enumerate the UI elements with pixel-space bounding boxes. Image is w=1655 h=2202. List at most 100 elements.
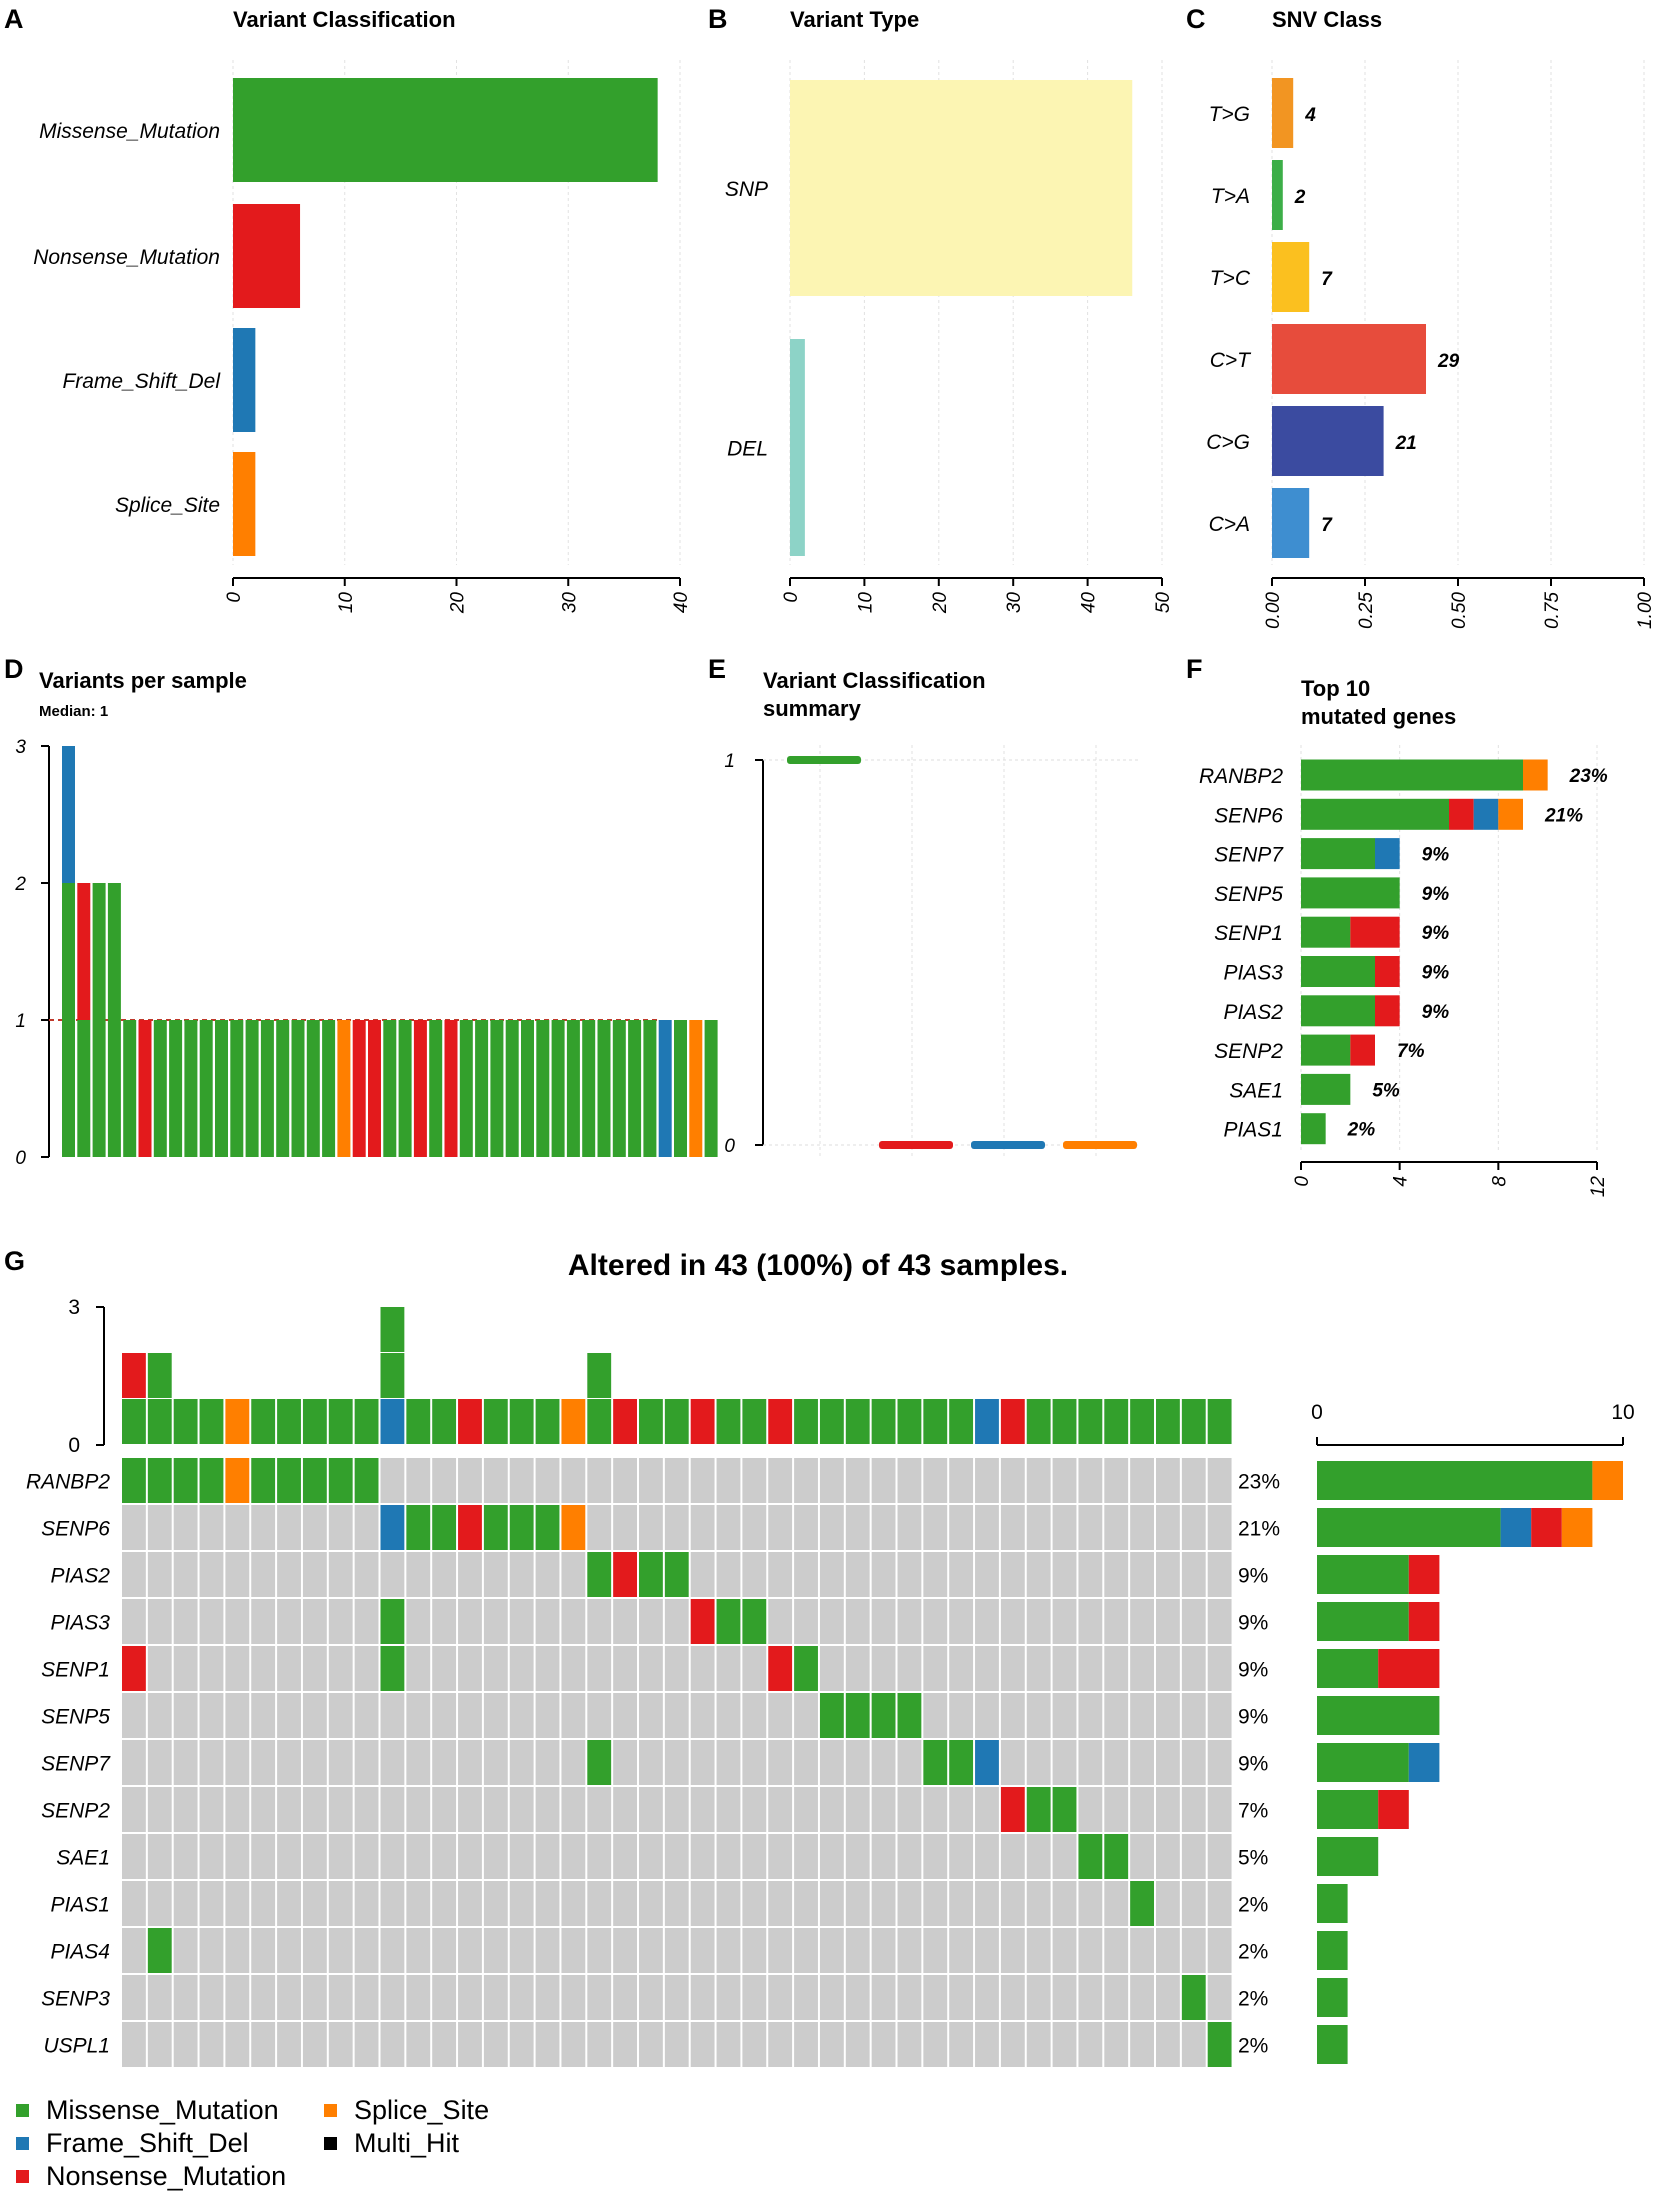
panel-f-gene-label: PIAS3 [1223, 962, 1283, 985]
panel-d-bar-segment [337, 1020, 351, 1157]
oncoplot-top-bar-segment [380, 1353, 405, 1398]
oncoplot-cell [1052, 1975, 1077, 2020]
oncoplot-cell [845, 2022, 870, 2067]
oncoplot-cell [432, 2022, 457, 2067]
oncoplot-cell [302, 1458, 327, 1503]
oncoplot-cell [380, 1975, 405, 2020]
panel-d-bar-segment [62, 746, 75, 883]
oncoplot-top-bar-segment [768, 1399, 793, 1444]
panel-a-x-tick-label: 10 [336, 592, 357, 614]
oncoplot-cell [1052, 1881, 1077, 1926]
oncoplot-cell [1207, 1881, 1232, 1926]
panel-d-y-tick-label: 0 [15, 1148, 26, 1169]
oncoplot-cell [690, 1505, 715, 1550]
panel-a-x-tick-label: 40 [671, 592, 692, 614]
oncoplot-cell [949, 1693, 974, 1738]
oncoplot-cell [639, 1834, 663, 1879]
oncoplot-row-bar-segment [1378, 1790, 1409, 1829]
oncoplot-cell [1104, 1599, 1129, 1644]
panel-d-bar-segment [153, 1020, 167, 1157]
oncoplot-gene-label: PIAS1 [50, 1894, 110, 1917]
oncoplot-cell [587, 1740, 612, 1785]
oncoplot-cell [147, 1975, 172, 2020]
variant-classification-chart: Missense_Mutation Nonsense_Mutation Frame_… [33, 60, 692, 614]
oncoplot-cell [1207, 1646, 1232, 1691]
oncoplot-cell [328, 1552, 353, 1597]
oncoplot-cell [354, 1599, 379, 1644]
oncoplot-cell [432, 1834, 457, 1879]
oncoplot-cell [1104, 1834, 1129, 1879]
panel-a-label: A [4, 4, 24, 34]
variant-type-chart: SNP DEL 0 10 20 30 40 50 [725, 60, 1174, 614]
oncoplot-cell [173, 1458, 198, 1503]
oncoplot-cell [690, 1693, 715, 1738]
oncoplot-cell [1026, 1646, 1051, 1691]
oncoplot-cell [173, 1552, 198, 1597]
oncoplot-cell [1026, 1693, 1051, 1738]
oncoplot-cell [354, 1787, 379, 1832]
panel-c-category-label: T>G [1209, 103, 1250, 126]
panel-d: D Variants per sample Median: 1 0 1 2 3 [4, 654, 718, 1169]
oncoplot-cell [897, 2022, 922, 2067]
oncoplot-cell [561, 1787, 586, 1832]
oncoplot-cell [1181, 1928, 1206, 1973]
oncoplot-cell [1026, 1881, 1051, 1926]
oncoplot-cell [1000, 1834, 1025, 1879]
oncoplot-top-bar-segment [923, 1399, 948, 1444]
oncoplot-percent-label: 7% [1238, 1800, 1268, 1823]
oncoplot-cell [561, 1458, 586, 1503]
oncoplot-cell [768, 1928, 793, 1973]
oncoplot-row-bar-segment [1317, 1743, 1409, 1782]
oncoplot-cell [509, 2022, 534, 2067]
oncoplot-cell [639, 1599, 663, 1644]
oncoplot-cell [716, 1740, 741, 1785]
oncoplot-gene-label: RANBP2 [26, 1471, 110, 1494]
oncoplot-cell [768, 1646, 793, 1691]
oncoplot-top-bar-segment [406, 1399, 431, 1444]
oncoplot-cell [432, 1740, 457, 1785]
oncoplot-top-bar-segment [380, 1307, 405, 1352]
panel-e: E Variant Classification summary 01 [708, 654, 1140, 1158]
oncoplot-cell [199, 1552, 224, 1597]
panel-f-percent-label: 5% [1372, 1080, 1400, 1101]
oncoplot-cell [432, 1458, 457, 1503]
oncoplot-cell [225, 1975, 250, 2020]
oncoplot-cell [432, 1881, 457, 1926]
panel-d-bar-segment [352, 1020, 366, 1157]
oncoplot-cell [1104, 1787, 1129, 1832]
panel-d-bar-segment [674, 1020, 687, 1157]
panel-e-y-tick-label: 0 [724, 1136, 735, 1157]
panel-e-title-line1: Variant Classification [763, 668, 986, 693]
oncoplot-cell [639, 1881, 663, 1926]
oncoplot-cell [432, 1552, 457, 1597]
oncoplot-cell [664, 1693, 689, 1738]
panel-f-gene-label: SENP2 [1214, 1040, 1283, 1063]
oncoplot-row-bar-segment [1317, 1931, 1348, 1970]
panel-b-x-tick-label: 40 [1079, 592, 1100, 614]
oncoplot-row-bar-segment [1317, 1696, 1440, 1735]
oncoplot-cell [1052, 2022, 1077, 2067]
panel-b-x-tick-label: 50 [1153, 592, 1174, 614]
panel-c-count-label: 21 [1395, 433, 1417, 454]
oncoplot-cell [225, 1881, 250, 1926]
oncoplot-cell [432, 1505, 457, 1550]
oncoplot-cell [975, 1740, 999, 1785]
oncoplot-cell [768, 1693, 793, 1738]
oncoplot-cell [1000, 1505, 1025, 1550]
oncoplot-cell [975, 1787, 999, 1832]
oncoplot-cell [742, 1458, 767, 1503]
oncoplot-row-bar-segment [1317, 1555, 1409, 1594]
panel-c-count-label: 4 [1304, 105, 1316, 126]
oncoplot-row-bar-segment [1531, 1508, 1562, 1547]
oncoplot-cell [768, 1881, 793, 1926]
oncoplot-top-bar-segment [328, 1399, 353, 1444]
panel-c-title: SNV Class [1272, 7, 1382, 32]
oncoplot-top-bar-segment [225, 1399, 250, 1444]
panel-d-bar-segment [260, 1020, 274, 1157]
oncoplot-cell [277, 1881, 301, 1926]
oncoplot-cell [1130, 1505, 1154, 1550]
panel-d-bar-segment [291, 1020, 305, 1157]
oncoplot-cell [1052, 1599, 1077, 1644]
panel-e-box-splice-site [1063, 1141, 1137, 1149]
oncoplot-cell [1026, 1740, 1051, 1785]
